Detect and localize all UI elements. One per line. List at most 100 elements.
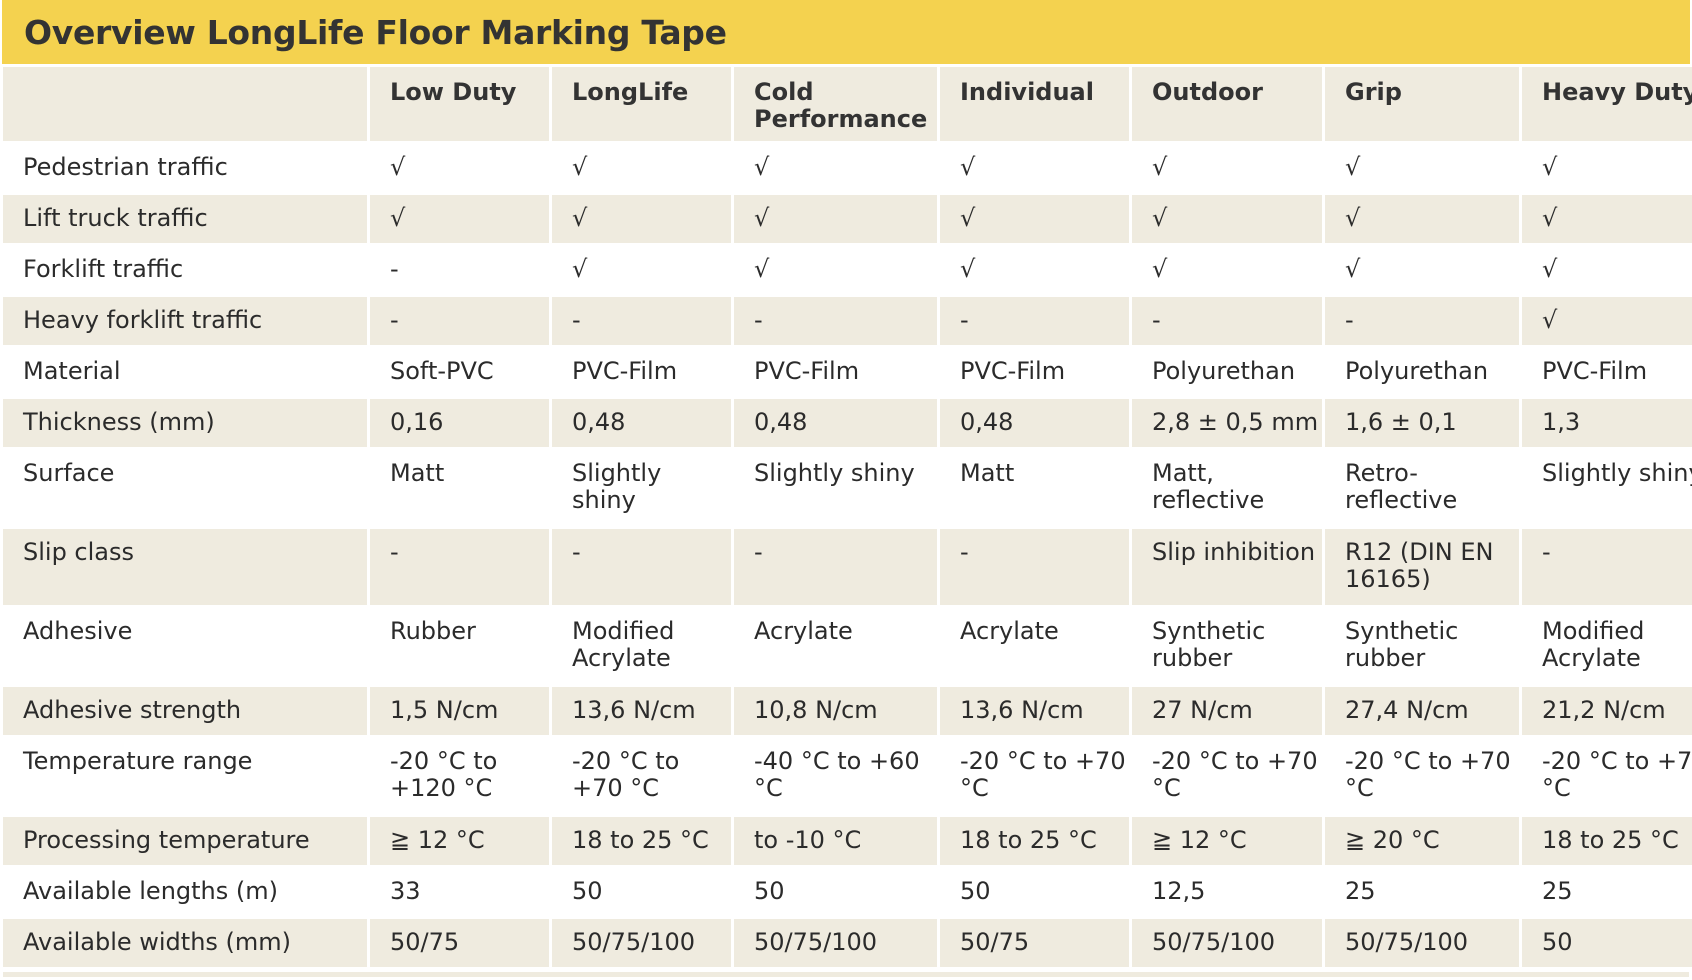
table-cell: Synthetic rubber [1132, 608, 1322, 684]
table-cell: - [552, 529, 731, 605]
table-cell: Modified Acrylate [552, 608, 731, 684]
table-cell: - [1325, 297, 1519, 345]
table-cell: Polyurethan [1132, 348, 1322, 396]
column-header [3, 67, 367, 141]
table-cell: ≧ 20 °C [1325, 817, 1519, 865]
table-cell: - [940, 529, 1129, 605]
table-cell: √ [1325, 246, 1519, 294]
table-cell: √ [734, 144, 937, 192]
table-cell: -20 °C to +70 °C [1522, 738, 1692, 814]
table-cell: -20 °C to +70 °C [552, 738, 731, 814]
row-label: Forklift traffic [3, 246, 367, 294]
table-cell: - [370, 246, 549, 294]
table-cell: 1,6 ± 0,1 [1325, 399, 1519, 447]
table-row: Forklift traffic - √ √ √ √ √ √ [3, 246, 1692, 294]
table-row: Available lengths (m) 33 50 50 50 12,5 25 25 [3, 868, 1692, 916]
comparison-table: Low Duty LongLife Cold Performance Individu… [0, 64, 1692, 970]
page-title: Overview LongLife Floor Marking Tape [24, 12, 727, 52]
table-cell: 1,3 [1522, 399, 1692, 447]
table-cell: Matt, reflective [1132, 450, 1322, 526]
table-cell: -20 °C to +120 °C [370, 738, 549, 814]
table-cell: Modified Acrylate [1522, 608, 1692, 684]
row-label: Thickness (mm) [3, 399, 367, 447]
table-cell: √ [940, 246, 1129, 294]
table-cell: √ [552, 195, 731, 243]
table-cell: 13,6 N/cm [552, 687, 731, 735]
table-cell: √ [940, 195, 1129, 243]
table-cell: - [734, 297, 937, 345]
table-cell: to -10 °C [734, 817, 937, 865]
table-cell: √ [1132, 195, 1322, 243]
table-cell: - [1132, 297, 1322, 345]
column-header: Heavy Duty [1522, 67, 1692, 141]
row-label: Adhesive [3, 608, 367, 684]
table-row: Processing temperature ≧ 12 °C 18 to 25 °C… [3, 817, 1692, 865]
table-cell: - [370, 529, 549, 605]
table-cell: Matt [370, 450, 549, 526]
table-cell: 10,8 N/cm [734, 687, 937, 735]
table-row: Surface Matt Slightly shiny Slightly shiny M… [3, 450, 1692, 526]
table-cell: - [734, 529, 937, 605]
table-cell: - [1522, 529, 1692, 605]
table-row: Adhesive strength 1,5 N/cm 13,6 N/cm 10,8 N… [3, 687, 1692, 735]
table-cell: √ [1325, 195, 1519, 243]
table-row: Available widths (mm) 50/75 50/75/100 50/75… [3, 919, 1692, 967]
table-cell: 50/75/100 [1132, 919, 1322, 967]
table-cell: Slip inhibition [1132, 529, 1322, 605]
table-cell: √ [1132, 246, 1322, 294]
table-cell: 0,16 [370, 399, 549, 447]
table-row: Material Soft-PVC PVC-Film PVC-Film PVC-Film… [3, 348, 1692, 396]
table-cell: Rubber [370, 608, 549, 684]
table-cell: Soft-PVC [370, 348, 549, 396]
table-cell: 12,5 [1132, 868, 1322, 916]
table-cell: Slightly shiny [552, 450, 731, 526]
table-cell: √ [552, 246, 731, 294]
table-row: Thickness (mm) 0,16 0,48 0,48 0,48 2,8 ± 0,5 … [3, 399, 1692, 447]
table-cell: √ [1325, 144, 1519, 192]
table-cell: 33 [370, 868, 549, 916]
table-cell: 50/75 [940, 919, 1129, 967]
table-row: Heavy forklift traffic - - - - - - √ [3, 297, 1692, 345]
table-cell: 18 to 25 °C [1522, 817, 1692, 865]
table-cell: 18 to 25 °C [940, 817, 1129, 865]
table-cell: 50/75/100 [552, 919, 731, 967]
table-cell: √ [370, 144, 549, 192]
table-cell: 13,6 N/cm [940, 687, 1129, 735]
table-cell: √ [370, 195, 549, 243]
table-cell: Synthetic rubber [1325, 608, 1519, 684]
column-header: Outdoor [1132, 67, 1322, 141]
table-cell: 50/75 [370, 919, 549, 967]
table-row: Lift truck traffic √ √ √ √ √ √ √ [3, 195, 1692, 243]
table-row: Temperature range -20 °C to +120 °C -20 °C… [3, 738, 1692, 814]
table-cell: ≧ 12 °C [370, 817, 549, 865]
table-cell: 50 [734, 868, 937, 916]
table-cell: 1,5 N/cm [370, 687, 549, 735]
table-cell: √ [734, 195, 937, 243]
table-cell: 2,8 ± 0,5 mm [1132, 399, 1322, 447]
table-cell: 50 [940, 868, 1129, 916]
table-cell: 27 N/cm [1132, 687, 1322, 735]
table-cell: R12 (DIN EN 16165) [1325, 529, 1519, 605]
table-row: Slip class - - - - Slip inhibition R12 (DIN EN… [3, 529, 1692, 605]
row-label: Temperature range [3, 738, 367, 814]
row-label: Slip class [3, 529, 367, 605]
table-cell: -20 °C to +70 °C [940, 738, 1129, 814]
table-row: Pedestrian traffic √ √ √ √ √ √ √ [3, 144, 1692, 192]
row-label: Heavy forklift traffic [3, 297, 367, 345]
bottom-strip [3, 972, 1689, 977]
table-cell: Acrylate [940, 608, 1129, 684]
header-row: Low Duty LongLife Cold Performance Individu… [3, 67, 1692, 141]
column-header: LongLife [552, 67, 731, 141]
table-cell: √ [1132, 144, 1322, 192]
table-cell: 25 [1522, 868, 1692, 916]
table-cell: √ [1522, 246, 1692, 294]
table-cell: -20 °C to +70 °C [1325, 738, 1519, 814]
table-cell: 0,48 [552, 399, 731, 447]
table-cell: 0,48 [940, 399, 1129, 447]
table-cell: PVC-Film [734, 348, 937, 396]
table-row: Adhesive Rubber Modified Acrylate Acrylate A… [3, 608, 1692, 684]
table-cell: PVC-Film [552, 348, 731, 396]
row-label: Processing temperature [3, 817, 367, 865]
row-label: Lift truck traffic [3, 195, 367, 243]
table-cell: - [370, 297, 549, 345]
